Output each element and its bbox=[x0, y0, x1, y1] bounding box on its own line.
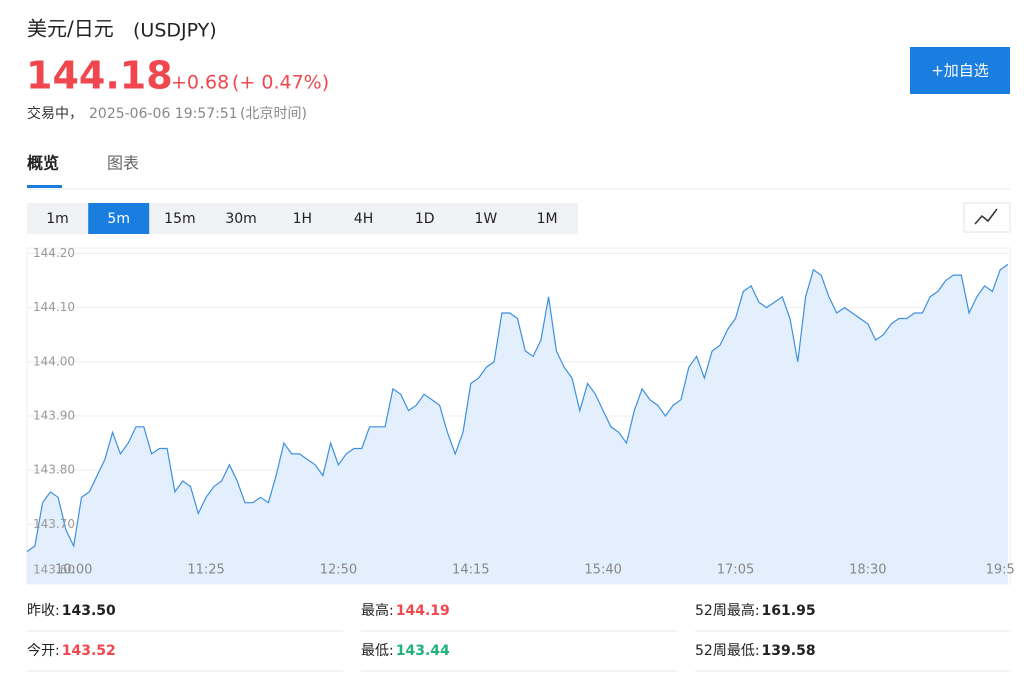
watchlist-button-label[interactable]: +加自选 bbox=[931, 62, 989, 80]
y-tick-label: 144.00 bbox=[33, 354, 75, 368]
interval-button[interactable]: 15m bbox=[164, 211, 195, 227]
pair-title: 美元/日元 bbox=[27, 17, 114, 41]
x-tick-label: 11:25 bbox=[187, 563, 224, 578]
interval-button[interactable]: 1M bbox=[537, 211, 558, 227]
interval-button[interactable]: 1H bbox=[293, 211, 312, 227]
pair-symbol: (USDJPY) bbox=[133, 20, 217, 42]
x-tick-label: 14:15 bbox=[452, 563, 489, 578]
y-tick-label: 143.90 bbox=[33, 409, 75, 423]
x-tick-label: 19:5 bbox=[986, 563, 1015, 578]
interval-button[interactable]: 5m bbox=[107, 211, 130, 227]
interval-button[interactable]: 1m bbox=[46, 211, 69, 227]
interval-button[interactable]: 1W bbox=[475, 211, 498, 227]
stat-label: 今开: bbox=[27, 643, 60, 659]
x-tick-label: 15:40 bbox=[584, 563, 621, 578]
y-tick-label: 143.80 bbox=[33, 463, 75, 477]
interval-button[interactable]: 30m bbox=[225, 211, 256, 227]
timezone: (北京时间) bbox=[240, 106, 307, 122]
stat-label: 最高: bbox=[361, 602, 394, 619]
chart-type-icon bbox=[974, 208, 998, 225]
change: +0.68 bbox=[171, 72, 229, 94]
stat-value: 161.95 bbox=[762, 603, 816, 619]
stat-value: 143.44 bbox=[396, 643, 450, 659]
tab-underline bbox=[27, 185, 62, 188]
stat-label: 最低: bbox=[361, 643, 394, 659]
stat-value: 144.19 bbox=[396, 603, 450, 619]
interval-active[interactable] bbox=[88, 203, 150, 234]
stat-label: 昨收: bbox=[27, 603, 60, 619]
interval-button[interactable]: 1D bbox=[415, 211, 435, 227]
price: 144.18 bbox=[26, 54, 173, 98]
price-area bbox=[27, 264, 1008, 584]
quote-time: 2025-06-06 19:57:51 bbox=[89, 106, 238, 122]
tab[interactable]: 图表 bbox=[107, 154, 139, 173]
y-tick-label: 144.10 bbox=[33, 300, 75, 314]
stat-label: 52周最低: bbox=[695, 643, 760, 659]
x-tick-label: 12:50 bbox=[320, 563, 357, 578]
stat-value: 143.50 bbox=[62, 603, 116, 619]
trade-status: 交易中， bbox=[27, 105, 83, 122]
x-tick-label: 18:30 bbox=[849, 563, 886, 578]
x-tick-label: 17:05 bbox=[717, 563, 754, 578]
y-tick-label: 144.20 bbox=[33, 246, 75, 260]
chart-type-button[interactable] bbox=[963, 202, 1011, 233]
stat-value: 139.58 bbox=[762, 643, 816, 659]
tab[interactable]: 概览 bbox=[27, 154, 59, 173]
price-line bbox=[26, 263, 1009, 552]
change-percent: (+ 0.47%) bbox=[232, 72, 329, 94]
watchlist-button[interactable] bbox=[910, 47, 1010, 94]
interval-button[interactable]: 4H bbox=[354, 211, 373, 227]
stat-value: 143.52 bbox=[62, 643, 116, 659]
y-tick-label: 143.60 bbox=[33, 563, 75, 577]
y-tick-label: 143.70 bbox=[33, 517, 75, 531]
x-tick-label: 10:00 bbox=[55, 563, 92, 578]
stat-label: 52周最高: bbox=[695, 602, 760, 619]
